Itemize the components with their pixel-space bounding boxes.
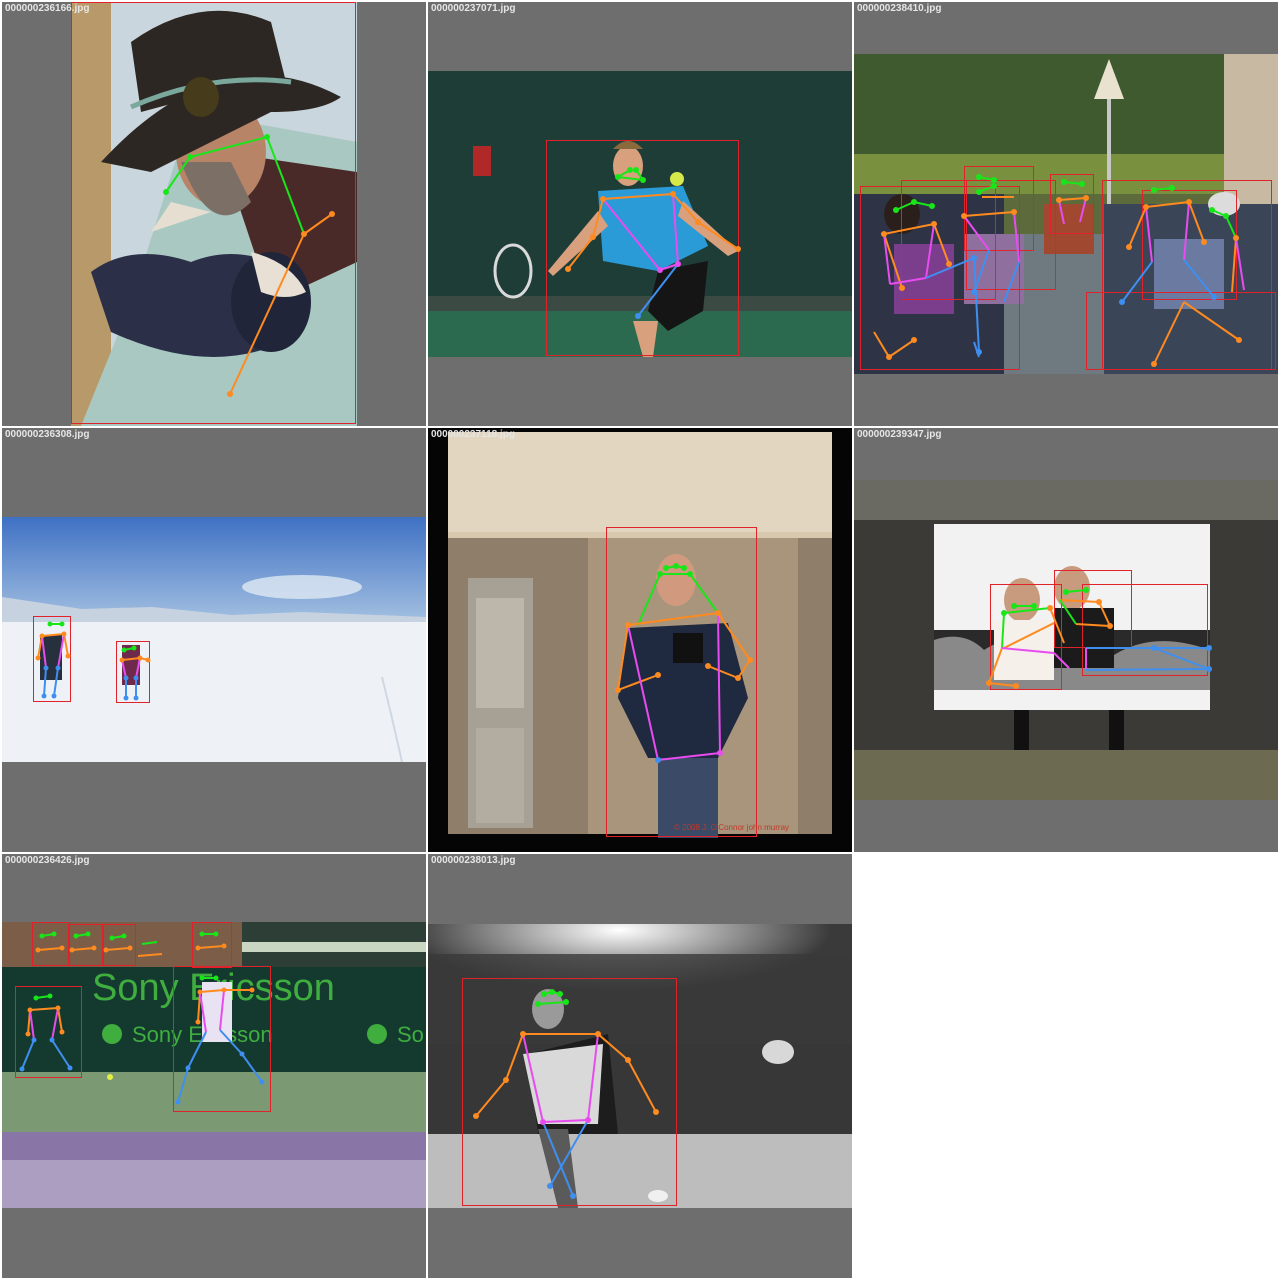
image-tile-3[interactable]: 000000238410.jpg bbox=[854, 2, 1278, 426]
image-tile-7[interactable]: 000000236426.jpg Sony Ericsson Sony Eric… bbox=[2, 854, 426, 1278]
pose-skeleton-overlay bbox=[428, 2, 852, 426]
tile-filename: 000000236166.jpg bbox=[5, 3, 90, 15]
tile-filename: 000000237118.jpg bbox=[431, 429, 515, 441]
tile-filename: 000000236426.jpg bbox=[5, 855, 90, 867]
pose-skeleton-overlay bbox=[854, 2, 1278, 426]
tile-filename: 000000239347.jpg bbox=[857, 429, 942, 441]
image-tile-6[interactable]: 000000239347.jpg bbox=[854, 428, 1278, 852]
pose-skeleton-overlay bbox=[2, 2, 426, 426]
pose-skeleton-overlay bbox=[428, 428, 852, 852]
tile-filename: 000000236308.jpg bbox=[5, 429, 90, 441]
pose-skeleton-overlay bbox=[428, 854, 852, 1278]
pose-skeleton-overlay bbox=[854, 428, 1278, 852]
tile-filename: 000000238410.jpg bbox=[857, 3, 942, 15]
image-tile-8[interactable]: 000000238013.jpg bbox=[428, 854, 852, 1278]
pose-skeleton-overlay bbox=[2, 854, 426, 1278]
image-tile-5[interactable]: 000000237118.jpg © 2008 J. O'Connor john… bbox=[428, 428, 852, 852]
image-tile-1[interactable]: 000000236166.jpg bbox=[2, 2, 426, 426]
tile-filename: 000000238013.jpg bbox=[431, 855, 516, 867]
pose-skeleton-overlay bbox=[2, 428, 426, 852]
image-tile-4[interactable]: 000000236308.jpg bbox=[2, 428, 426, 852]
tile-filename: 000000237071.jpg bbox=[431, 3, 516, 15]
image-tile-2[interactable]: 000000237071.jpg bbox=[428, 2, 852, 426]
